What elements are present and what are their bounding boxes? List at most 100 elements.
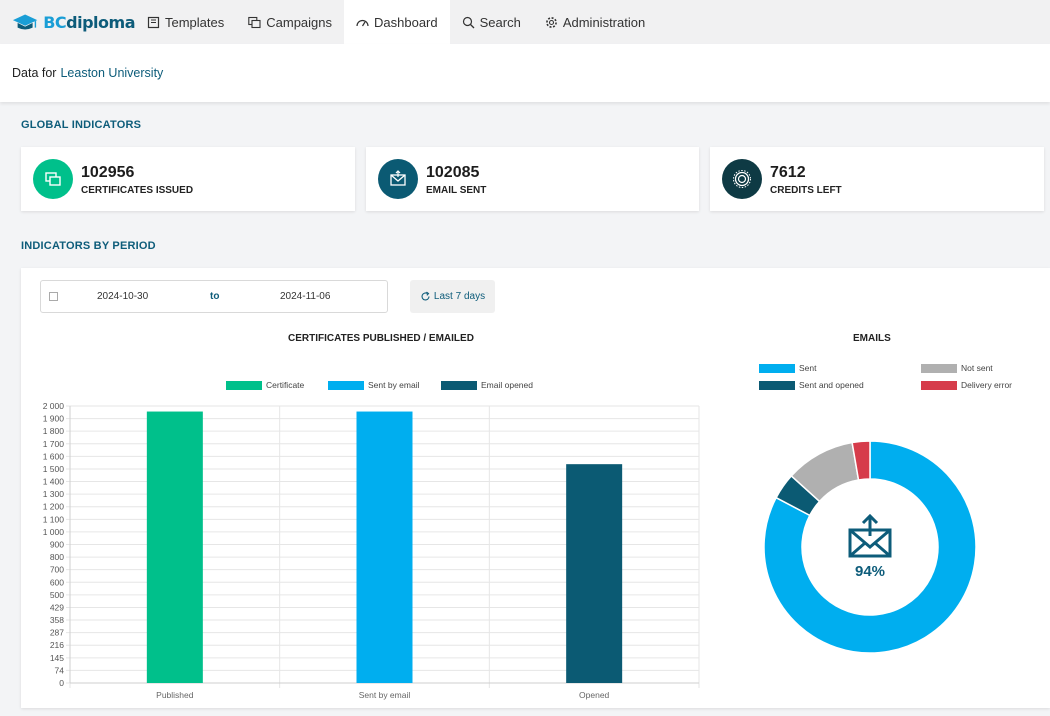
- nav-campaigns[interactable]: Campaigns: [236, 0, 344, 44]
- y-tick-label: 145: [50, 653, 64, 663]
- legend-label: Email opened: [481, 380, 533, 390]
- y-tick-label: 800: [50, 552, 64, 562]
- donut-slice-sent[interactable]: [763, 440, 977, 654]
- kpi-email-sent: 102085 EMAIL SENT: [366, 147, 699, 211]
- y-tick-label: 1 100: [43, 514, 65, 524]
- nav-search-label: Search: [479, 14, 521, 30]
- y-tick-label: 1 200: [43, 502, 65, 512]
- legend-sent[interactable]: Sent: [759, 363, 817, 373]
- kpi-value: 102956: [81, 163, 135, 181]
- y-tick-label: 900: [50, 540, 64, 550]
- campaigns-icon: [248, 16, 261, 28]
- y-tick-label: 1 900: [43, 414, 65, 424]
- kpi-label: EMAIL SENT: [426, 184, 487, 196]
- y-tick-label: 2 000: [43, 401, 65, 411]
- kpi-value: 102085: [426, 163, 480, 181]
- y-tick-label: 74: [55, 665, 65, 675]
- date-range-picker[interactable]: 2024-10-30 to 2024-11-06: [40, 280, 388, 313]
- legend-swatch: [921, 363, 957, 373]
- university-name[interactable]: Leaston University: [60, 66, 164, 80]
- kpi-certificates-issued: 102956 CERTIFICATES ISSUED: [21, 147, 355, 211]
- graduation-cap-icon: [12, 14, 38, 30]
- top-navigation: BCdiploma Templates Campaigns Dashboard …: [0, 0, 1050, 44]
- legend-label: Certificate: [266, 380, 305, 390]
- refresh-icon: [421, 291, 430, 301]
- x-tick-label: Sent by email: [359, 690, 411, 700]
- period-panel: 2024-10-30 to 2024-11-06 Last 7 days CER…: [21, 268, 1050, 708]
- nav-dashboard[interactable]: Dashboard: [344, 0, 450, 44]
- brand-logo[interactable]: BCdiploma: [0, 0, 135, 44]
- nav-campaigns-label: Campaigns: [266, 14, 333, 30]
- legend-email-opened[interactable]: Email opened: [441, 380, 533, 390]
- last-7-days-button[interactable]: Last 7 days: [410, 280, 495, 313]
- legend-label: Not sent: [961, 363, 993, 373]
- bar-published[interactable]: [146, 411, 203, 683]
- legend-not-sent[interactable]: Not sent: [921, 363, 993, 373]
- kpi-label: CREDITS LEFT: [770, 184, 842, 196]
- brand-bc: BC: [43, 12, 67, 32]
- date-to-input[interactable]: 2024-11-06: [280, 291, 331, 302]
- brand-name: BCdiploma: [43, 13, 135, 32]
- brand-diploma: diploma: [66, 12, 135, 32]
- donut-center: 94%: [820, 513, 920, 580]
- donut-chart-title: EMAILS: [853, 333, 891, 344]
- nav-administration[interactable]: Administration: [533, 0, 657, 44]
- x-tick-label: Published: [156, 690, 194, 700]
- date-to-separator: to: [210, 291, 220, 302]
- kpi-credits-left: 7612 CREDITS LEFT: [710, 147, 1044, 211]
- nav-templates-label: Templates: [165, 14, 225, 30]
- period-indicators-title: INDICATORS BY PERIOD: [21, 240, 156, 252]
- y-tick-label: 1 800: [43, 426, 65, 436]
- calendar-icon: [49, 292, 58, 301]
- legend-swatch: [759, 380, 795, 390]
- donut-percentage: 94%: [854, 563, 886, 580]
- gear-icon: [545, 16, 557, 28]
- legend-delivery-error[interactable]: Delivery error: [921, 380, 1012, 390]
- legend-swatch: [759, 363, 795, 373]
- date-from-input[interactable]: 2024-10-30: [97, 291, 149, 302]
- y-tick-label: 500: [50, 590, 64, 600]
- y-tick-label: 429: [50, 602, 64, 612]
- legend-certificate[interactable]: Certificate: [226, 380, 304, 390]
- data-for-label: Data for: [12, 66, 57, 80]
- y-tick-label: 287: [50, 628, 64, 638]
- nav-search[interactable]: Search: [450, 0, 533, 44]
- dashboard-icon: [356, 19, 369, 26]
- y-tick-label: 700: [50, 565, 64, 575]
- legend-sent-by-email[interactable]: Sent by email: [328, 380, 420, 390]
- nav-dashboard-label: Dashboard: [374, 14, 438, 30]
- email-send-icon: [848, 513, 892, 558]
- y-tick-label: 358: [50, 615, 64, 625]
- y-tick-label: 1 300: [43, 489, 65, 499]
- search-icon: [462, 16, 475, 28]
- y-tick-label: 216: [50, 640, 64, 650]
- credits-icon: [722, 159, 762, 199]
- bar-chart-title: CERTIFICATES PUBLISHED / EMAILED: [288, 333, 474, 344]
- legend-label: Sent and opened: [799, 380, 864, 390]
- bar-chart: 0 74 145 216 287 358 429 500 600 700 800 900 1 000 1 …: [43, 401, 700, 700]
- y-tick-label: 1 400: [43, 477, 65, 487]
- legend-swatch: [921, 380, 957, 390]
- kpi-value: 7612: [770, 163, 806, 181]
- bar-opened[interactable]: [566, 464, 623, 683]
- legend-label: Delivery error: [961, 380, 1013, 390]
- x-tick-label: Opened: [579, 690, 610, 700]
- legend-swatch: [441, 380, 477, 390]
- y-tick-label: 600: [50, 577, 64, 587]
- legend-label: Sent by email: [368, 380, 420, 390]
- nav-templates[interactable]: Templates: [135, 0, 236, 44]
- legend-sent-and-opened[interactable]: Sent and opened: [759, 380, 864, 390]
- kpi-label: CERTIFICATES ISSUED: [81, 184, 194, 196]
- bar-sent-by-email[interactable]: [356, 411, 413, 683]
- y-tick-label: 0: [59, 678, 64, 688]
- y-tick-label: 1 500: [43, 464, 65, 474]
- last-7-days-label: Last 7 days: [433, 291, 486, 302]
- y-tick-label: 1 000: [43, 527, 65, 537]
- donut-slice-delivery-error[interactable]: [851, 440, 871, 481]
- legend-label: Sent: [799, 363, 817, 373]
- global-indicators-title: GLOBAL INDICATORS: [21, 119, 142, 131]
- y-tick-label: 1 600: [43, 451, 65, 461]
- legend-swatch: [226, 380, 262, 390]
- y-tick-label: 1 700: [43, 439, 65, 449]
- certificates-icon: [33, 159, 73, 199]
